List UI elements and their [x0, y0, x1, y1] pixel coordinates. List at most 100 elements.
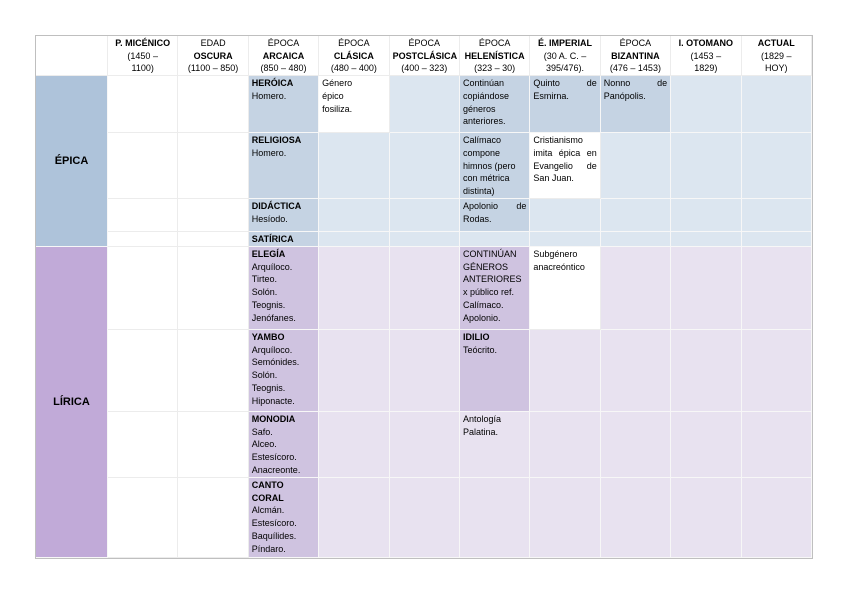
cell-lirica-2-helenistica: Antología Palatina. — [459, 411, 531, 478]
cell-epica-1-arcaica: RELIGIOSA Homero. — [248, 133, 320, 199]
cell-epica-3-arcaica: SATÍRICA — [248, 231, 320, 247]
section-label-epica: ÉPICA — [36, 76, 108, 247]
cell-lirica-3-bizantina — [600, 477, 672, 558]
cell-text: Homero. — [251, 90, 287, 101]
cell-epica-1-helenistica: Calímaco compone himnos (pero con métric… — [459, 133, 531, 199]
col-header-title: ACTUAL — [757, 38, 795, 48]
col-header-title: ARCAICA — [262, 50, 305, 61]
cell-text: Subgénero anacreóntico — [533, 248, 585, 272]
col-header-years: (400 – 323) — [401, 63, 448, 73]
cell-epica-2-clasica — [319, 198, 390, 232]
cell-epica-0-micenico — [108, 76, 179, 133]
cell-text: Apolonio de Rodas. — [462, 200, 527, 224]
cell-epica-1-micenico — [108, 133, 179, 199]
cell-epica-0-bizantina: Nonno de Panópolis. — [600, 76, 672, 133]
col-header-title: I. OTOMANO — [678, 38, 733, 48]
cell-lirica-2-arcaica: MONODIA Safo. Alceo. Estesícoro. Anacreon… — [248, 411, 320, 478]
cell-lirica-2-oscura — [178, 411, 249, 478]
cell-epica-0-postclasica — [389, 76, 460, 133]
cell-epica-1-clasica — [319, 133, 390, 199]
cell-lirica-3-arcaica: CANTO CORAL Alcmán. Estesícoro. Baquílide… — [248, 477, 320, 558]
genre-title: RELIGIOSA — [251, 135, 302, 145]
cell-lirica-0-actual — [741, 246, 812, 330]
cell-epica-3-clasica — [319, 231, 390, 247]
cell-lirica-0-arcaica: ELEGÍA Arquíloco. Tirteo. Solón. Teognis.… — [248, 246, 320, 330]
col-header-years: (476 – 1453) — [609, 63, 661, 73]
table-row-lirica-1: YAMBO Arquíloco. Semónides. Solón. Teogni… — [36, 329, 812, 412]
cell-epica-1-postclasica — [389, 133, 460, 199]
cell-text: Homero. — [251, 147, 287, 158]
cell-epica-2-imperial — [530, 198, 601, 232]
col-header-years: (1450 – 1100) — [127, 50, 158, 74]
cell-lirica-3-imperial — [530, 477, 601, 558]
col-header-years: (30 A. C. – 395/476). — [543, 50, 587, 74]
cell-epica-1-otomano — [671, 133, 742, 199]
genre-title: ELEGÍA — [251, 248, 286, 259]
cell-text-lines: Arquíloco. Tirteo. Solón. Teognis. Jenóf… — [251, 261, 296, 323]
cell-epica-0-actual — [741, 76, 812, 133]
cell-epica-2-arcaica: DIDÁCTICA Hesíodo. — [248, 198, 320, 232]
col-header-title: P. MICÉNICO — [115, 38, 171, 48]
cell-lirica-0-micenico — [108, 246, 179, 330]
table-row-lirica-3: CANTO CORAL Alcmán. Estesícoro. Baquílide… — [36, 477, 812, 558]
table-row-lirica-2: MONODIA Safo. Alceo. Estesícoro. Anacreon… — [36, 411, 812, 478]
cell-lirica-2-clasica — [319, 411, 390, 478]
cell-text-lines: Alcmán. Estesícoro. Baquílides. Píndaro. — [251, 505, 297, 554]
cell-lirica-1-clasica — [319, 329, 390, 412]
cell-lirica-2-micenico — [108, 411, 179, 478]
cell-epica-2-helenistica: Apolonio de Rodas. — [459, 198, 531, 232]
cell-lirica-3-oscura — [178, 477, 249, 558]
cell-epica-1-bizantina — [600, 133, 672, 199]
cell-lirica-1-otomano — [671, 329, 742, 412]
cell-epica-2-actual — [741, 198, 812, 232]
cell-text: Antología Palatina. — [462, 413, 501, 437]
cell-epica-3-imperial — [530, 231, 601, 247]
cell-epica-0-clasica: Género épico fosiliza. — [319, 76, 390, 133]
cell-epica-1-imperial: Cristianismo imita épica en Evangelio de… — [530, 133, 601, 199]
cell-text-lines: Arquíloco. Semónides. Solón. Teognis. Hi… — [251, 344, 300, 406]
cell-lirica-0-imperial: Subgénero anacreóntico — [530, 246, 601, 330]
cell-text: Hesíodo. — [251, 213, 288, 224]
cell-lirica-0-oscura — [178, 246, 249, 330]
cell-epica-2-micenico — [108, 198, 179, 232]
literature-epochs-table-page: P. MICÉNICO (1450 – 1100) EDAD OSCURA (1100 … — [35, 35, 813, 559]
cell-lirica-0-otomano — [671, 246, 742, 330]
col-header-imperial: É. IMPERIAL (30 A. C. – 395/476). — [530, 36, 601, 76]
col-header-title: OSCURA — [193, 50, 233, 61]
cell-lirica-0-helenistica: CONTINÚAN GÉNEROS ANTERIORES x público r… — [459, 246, 531, 330]
table-row-epica-3: SATÍRICA — [36, 231, 812, 247]
cell-text: Nonno de Panópolis. — [603, 78, 668, 101]
cell-lirica-3-otomano — [671, 477, 742, 558]
col-header-actual: ACTUAL (1829 – HOY) — [741, 36, 812, 76]
cell-text-lines: Género épico fosiliza. — [322, 78, 353, 114]
cell-lirica-3-helenistica — [459, 477, 531, 558]
cell-text-lines: CONTINÚAN GÉNEROS ANTERIORES x público r… — [462, 248, 522, 323]
cell-lirica-0-clasica — [319, 246, 390, 330]
cell-lirica-0-bizantina — [600, 246, 672, 330]
cell-epica-0-oscura — [178, 76, 249, 133]
col-header-years: (850 – 480) — [260, 63, 307, 73]
genre-title: HERÓICA — [251, 78, 294, 88]
cell-lirica-1-oscura — [178, 329, 249, 412]
cell-epica-2-postclasica — [389, 198, 460, 232]
cell-epica-3-helenistica — [459, 231, 531, 247]
col-header-prefix: ÉPOCA — [338, 38, 370, 48]
genre-title: YAMBO — [251, 331, 285, 342]
col-header-helenistica: ÉPOCA HELENÍSTICA (323 – 30) — [459, 36, 531, 76]
table-row-epica-2: DIDÁCTICA Hesíodo. Apolonio de Rodas. — [36, 198, 812, 232]
cell-text: Cristianismo imita épica en Evangelio de… — [533, 135, 597, 184]
col-header-clasica: ÉPOCA CLÁSICA (480 – 400) — [319, 36, 390, 76]
genre-title: CANTO CORAL — [251, 479, 284, 503]
col-header-bizantina: ÉPOCA BIZANTINA (476 – 1453) — [600, 36, 672, 76]
genre-rows: ÉPICA HERÓICA Homero. Género épico fosiliza… — [36, 76, 812, 558]
cell-epica-1-oscura — [178, 133, 249, 199]
col-header-otomano: I. OTOMANO (1453 – 1829) — [671, 36, 742, 76]
cell-lirica-1-arcaica: YAMBO Arquíloco. Semónides. Solón. Teogni… — [248, 329, 320, 412]
col-header-prefix: ÉPOCA — [619, 38, 652, 48]
col-header-title: HELENÍSTICA — [464, 50, 525, 61]
table-row-lirica-0: LÍRICA ELEGÍA Arquíloco. Tirteo. Solón. Te… — [36, 246, 812, 558]
cell-lirica-2-imperial — [530, 411, 601, 478]
genre-title: IDILIO — [462, 331, 490, 342]
cell-epica-0-otomano — [671, 76, 742, 133]
cell-epica-1-actual — [741, 133, 812, 199]
